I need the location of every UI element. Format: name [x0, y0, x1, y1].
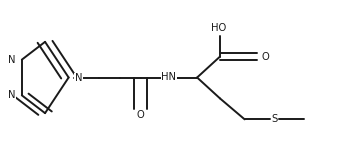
Text: N: N	[7, 90, 15, 100]
Text: HN: HN	[162, 72, 176, 82]
Text: HO: HO	[210, 23, 226, 33]
Text: O: O	[262, 52, 270, 62]
Text: N: N	[7, 55, 15, 65]
Text: O: O	[137, 111, 145, 120]
Text: S: S	[271, 114, 278, 124]
Text: N: N	[75, 73, 82, 83]
